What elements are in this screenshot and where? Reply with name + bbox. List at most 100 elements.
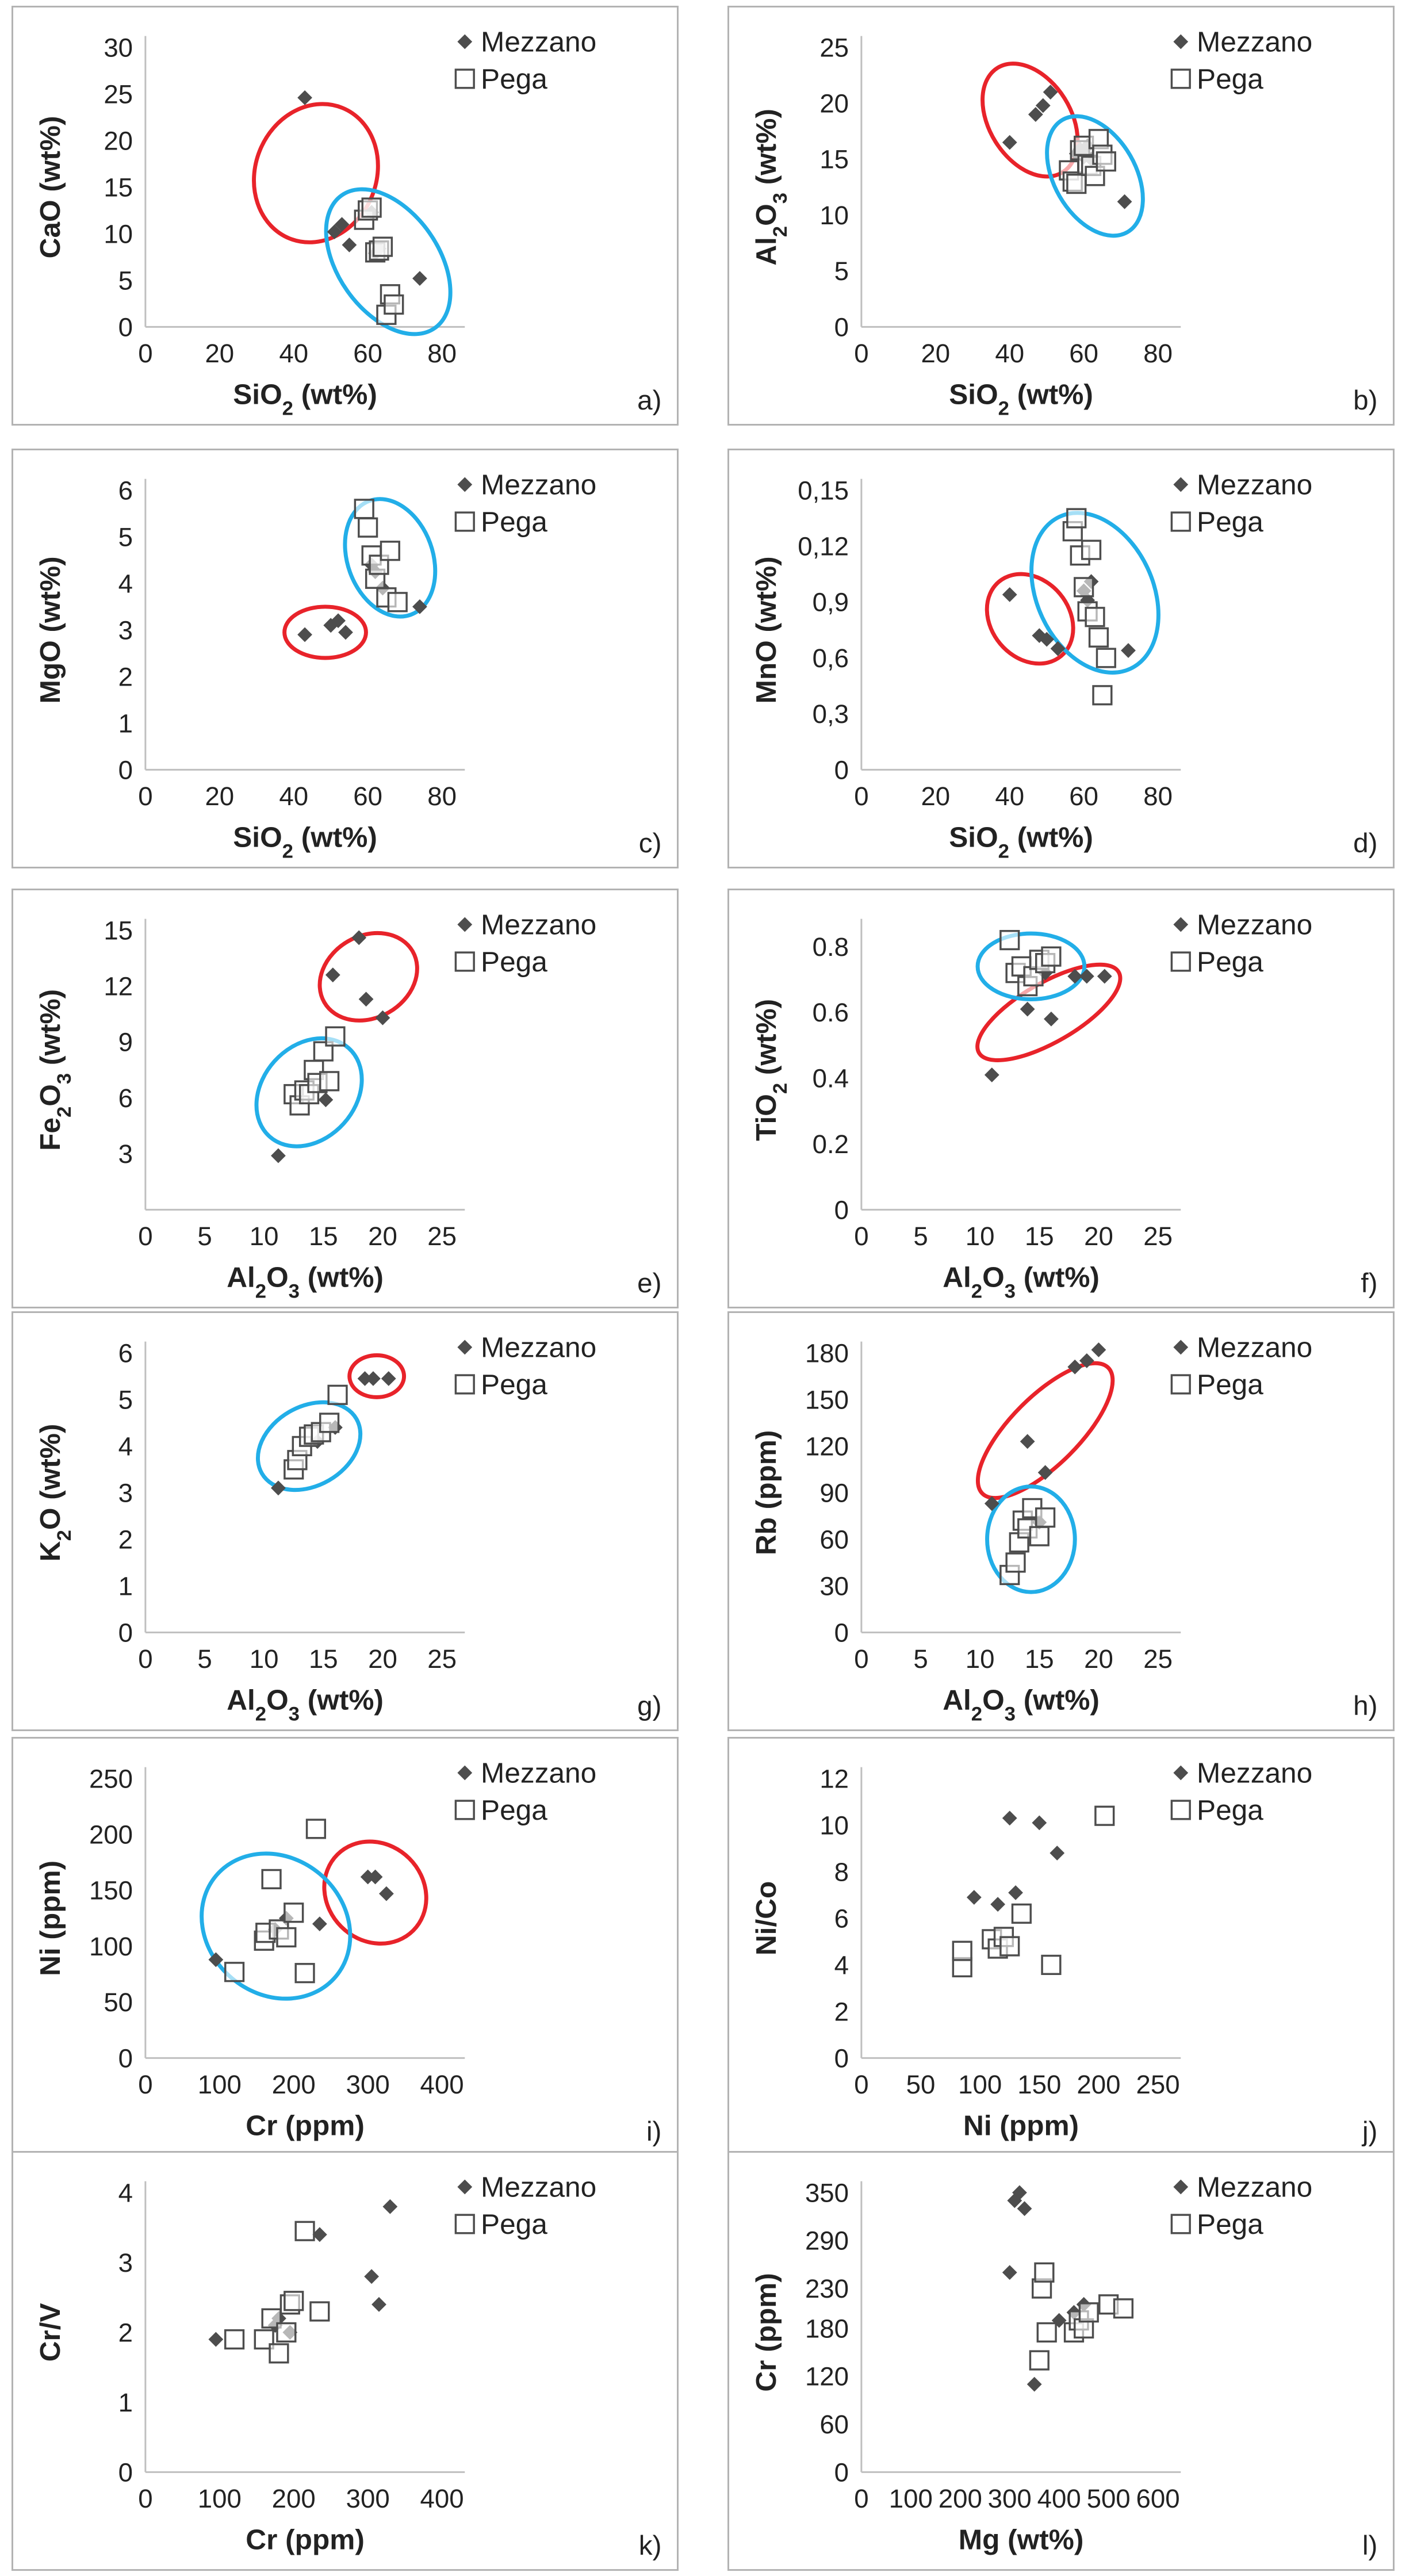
legend-marker-mezzano xyxy=(457,917,473,932)
legend-marker-mezzano xyxy=(1173,1339,1189,1355)
group-ellipse-blue xyxy=(1029,511,1160,675)
point-pega xyxy=(309,2301,330,2322)
legend-marker-pega xyxy=(1170,1374,1191,1395)
y-tick-label: 120 xyxy=(805,2362,849,2391)
y-tick-label: 12 xyxy=(104,971,133,1001)
y-axis-title: TiO2 (wt%) xyxy=(750,999,791,1141)
x-axis-title: SiO2 (wt%) xyxy=(949,821,1093,862)
y-tick-label: 230 xyxy=(805,2274,849,2303)
y-axis-title: Cr/V xyxy=(34,2303,66,2361)
point-pega xyxy=(1034,2262,1055,2283)
legend: Mezzano Pega xyxy=(1170,1331,1312,1400)
x-axis-title: Cr (ppm) xyxy=(246,2523,365,2555)
chart-panel-j: 0 50 100 150 200 250 0 2 4 6 8 10 12 Ni (ppm) Ni/Co Mez… xyxy=(727,1737,1395,2157)
legend-marker-mezzano xyxy=(1173,477,1189,492)
x-tick-label: 400 xyxy=(420,2070,464,2099)
legend: Mezzano Pega xyxy=(454,25,596,95)
point-mezzano xyxy=(371,2296,386,2312)
panel-letter: j) xyxy=(1361,2116,1377,2147)
legend: Mezzano Pega xyxy=(1170,1756,1312,1826)
x-tick-label: 250 xyxy=(1136,2070,1180,2099)
legend-marker-pega xyxy=(454,951,475,972)
chart-panel-h: 0 5 10 15 20 25 0 30 60 90 120 150 180 Al2O3 (wt%) Rb … xyxy=(727,1311,1395,1731)
panel-letter: f) xyxy=(1361,1268,1377,1299)
point-mezzano xyxy=(1091,1342,1106,1357)
legend-label-mezzano: Mezzano xyxy=(481,908,596,940)
point-pega xyxy=(261,2308,282,2329)
legend-marker-pega xyxy=(454,1374,475,1395)
x-tick-label: 0 xyxy=(854,339,868,368)
point-mezzano xyxy=(966,1890,982,1905)
y-tick-label: 60 xyxy=(819,2410,849,2439)
x-tick-label: 300 xyxy=(346,2484,390,2513)
y-tick-label: 250 xyxy=(89,1764,133,1793)
point-pega xyxy=(1035,1507,1056,1528)
x-tick-label: 60 xyxy=(353,782,382,811)
legend-label-pega: Pega xyxy=(1197,2208,1263,2240)
x-tick-label: 60 xyxy=(353,339,382,368)
point-mezzano xyxy=(1117,194,1132,209)
point-pega xyxy=(354,499,374,519)
legend-label-mezzano: Mezzano xyxy=(1197,25,1312,58)
x-tick-label: 100 xyxy=(198,2484,242,2513)
x-tick-label: 20 xyxy=(921,339,950,368)
legend-label-pega: Pega xyxy=(1197,506,1263,538)
y-tick-label: 5 xyxy=(118,266,133,295)
legend: Mezzano Pega xyxy=(454,1331,596,1400)
panel-letter: b) xyxy=(1353,385,1377,416)
point-pega xyxy=(325,1026,346,1047)
point-mezzano xyxy=(1008,1885,1023,1900)
x-tick-label: 5 xyxy=(913,1222,928,1251)
y-tick-label: 0.4 xyxy=(813,1064,849,1093)
point-pega xyxy=(276,1927,297,1948)
legend: Mezzano Pega xyxy=(454,2171,596,2240)
legend-marker-mezzano xyxy=(457,2179,473,2195)
x-tick-label: 0 xyxy=(138,339,152,368)
legend: Mezzano Pega xyxy=(1170,25,1312,95)
y-tick-label: 25 xyxy=(819,33,849,62)
y-axis-title: Ni (ppm) xyxy=(34,1861,66,1976)
x-tick-label: 0 xyxy=(138,782,152,811)
y-tick-label: 4 xyxy=(834,1950,849,1980)
point-pega xyxy=(294,1963,315,1984)
y-tick-label: 10 xyxy=(819,201,849,230)
x-tick-label: 100 xyxy=(958,2070,1002,2099)
point-mezzano xyxy=(382,2199,398,2214)
chart-svg-k: 0 100 200 300 400 0 1 2 3 4 Cr (ppm) Cr/V Mezzano Peg… xyxy=(34,2171,661,2561)
x-tick-label: 20 xyxy=(1084,1644,1113,1674)
y-tick-label: 6 xyxy=(118,1084,133,1113)
point-mezzano xyxy=(312,2227,327,2242)
x-tick-label: 0 xyxy=(138,1644,152,1674)
x-tick-label: 25 xyxy=(427,1222,457,1251)
point-mezzano xyxy=(334,217,350,232)
x-tick-label: 200 xyxy=(272,2070,316,2099)
point-mezzano xyxy=(379,1886,394,1901)
legend-marker-pega xyxy=(454,1800,475,1820)
x-tick-label: 5 xyxy=(913,1644,928,1674)
y-tick-label: 290 xyxy=(805,2226,849,2256)
chart-panel-l: 0 100 200 300 400 500 600 0 60 120 180 230 290 350 Mg … xyxy=(727,2151,1395,2571)
point-mezzano xyxy=(208,2332,224,2347)
point-pega xyxy=(294,2221,315,2241)
x-tick-label: 40 xyxy=(279,339,308,368)
point-pega xyxy=(380,541,400,561)
y-tick-label: 15 xyxy=(819,145,849,174)
panel-letter: h) xyxy=(1353,1691,1377,1721)
point-mezzano xyxy=(381,1371,396,1386)
x-axis-title: Ni (ppm) xyxy=(963,2109,1079,2141)
point-pega xyxy=(1096,151,1116,172)
group-ellipse-red xyxy=(252,102,380,244)
y-tick-label: 5 xyxy=(834,257,849,286)
y-tick-label: 15 xyxy=(104,173,133,202)
legend-label-mezzano: Mezzano xyxy=(1197,908,1312,940)
group-ellipse-red xyxy=(322,1839,428,1946)
y-tick-label: 2 xyxy=(118,662,133,691)
legend-label-mezzano: Mezzano xyxy=(481,1756,596,1789)
chart-svg-l: 0 100 200 300 400 500 600 0 60 120 180 230 290 350 Mg … xyxy=(750,2171,1377,2561)
point-mezzano xyxy=(1027,2376,1042,2392)
y-tick-label: 150 xyxy=(805,1385,849,1414)
y-tick-label: 0,9 xyxy=(813,588,849,617)
y-tick-label: 120 xyxy=(805,1431,849,1461)
chart-panel-a: 0 20 40 60 80 0 5 10 15 20 25 30 SiO2 (wt%) CaO (wt%)… xyxy=(12,6,679,426)
x-tick-label: 15 xyxy=(309,1644,338,1674)
